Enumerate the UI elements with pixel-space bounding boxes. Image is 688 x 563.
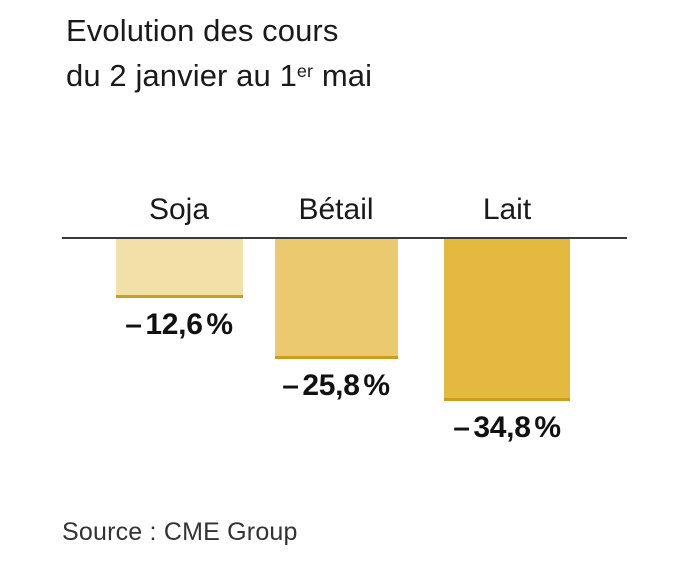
baseline-axis xyxy=(62,237,627,239)
source-caption: Source : CME Group xyxy=(62,518,298,546)
chart-title-line1: Evolution des cours xyxy=(66,13,339,48)
bar-value-label: – 34,8 % xyxy=(453,411,561,444)
chart-title-line2-suffix: mai xyxy=(313,58,373,93)
bar-value-label: – 12,6 % xyxy=(125,308,233,341)
category-label: Lait xyxy=(482,193,532,226)
chart-title: Evolution des cours du 2 janvier au 1er … xyxy=(66,8,372,103)
chart-title-ordinal-superscript: er xyxy=(296,60,314,81)
category-label: Soja xyxy=(148,193,210,226)
bar-value-label: – 25,8 % xyxy=(282,369,390,402)
chart-title-line2: du 2 janvier au 1er mai xyxy=(66,53,372,103)
bar xyxy=(274,239,398,359)
bar xyxy=(444,239,570,401)
bar xyxy=(115,239,243,298)
chart-title-line2-text: du 2 janvier au 1 xyxy=(66,58,297,93)
category-label: Bétail xyxy=(298,193,374,226)
